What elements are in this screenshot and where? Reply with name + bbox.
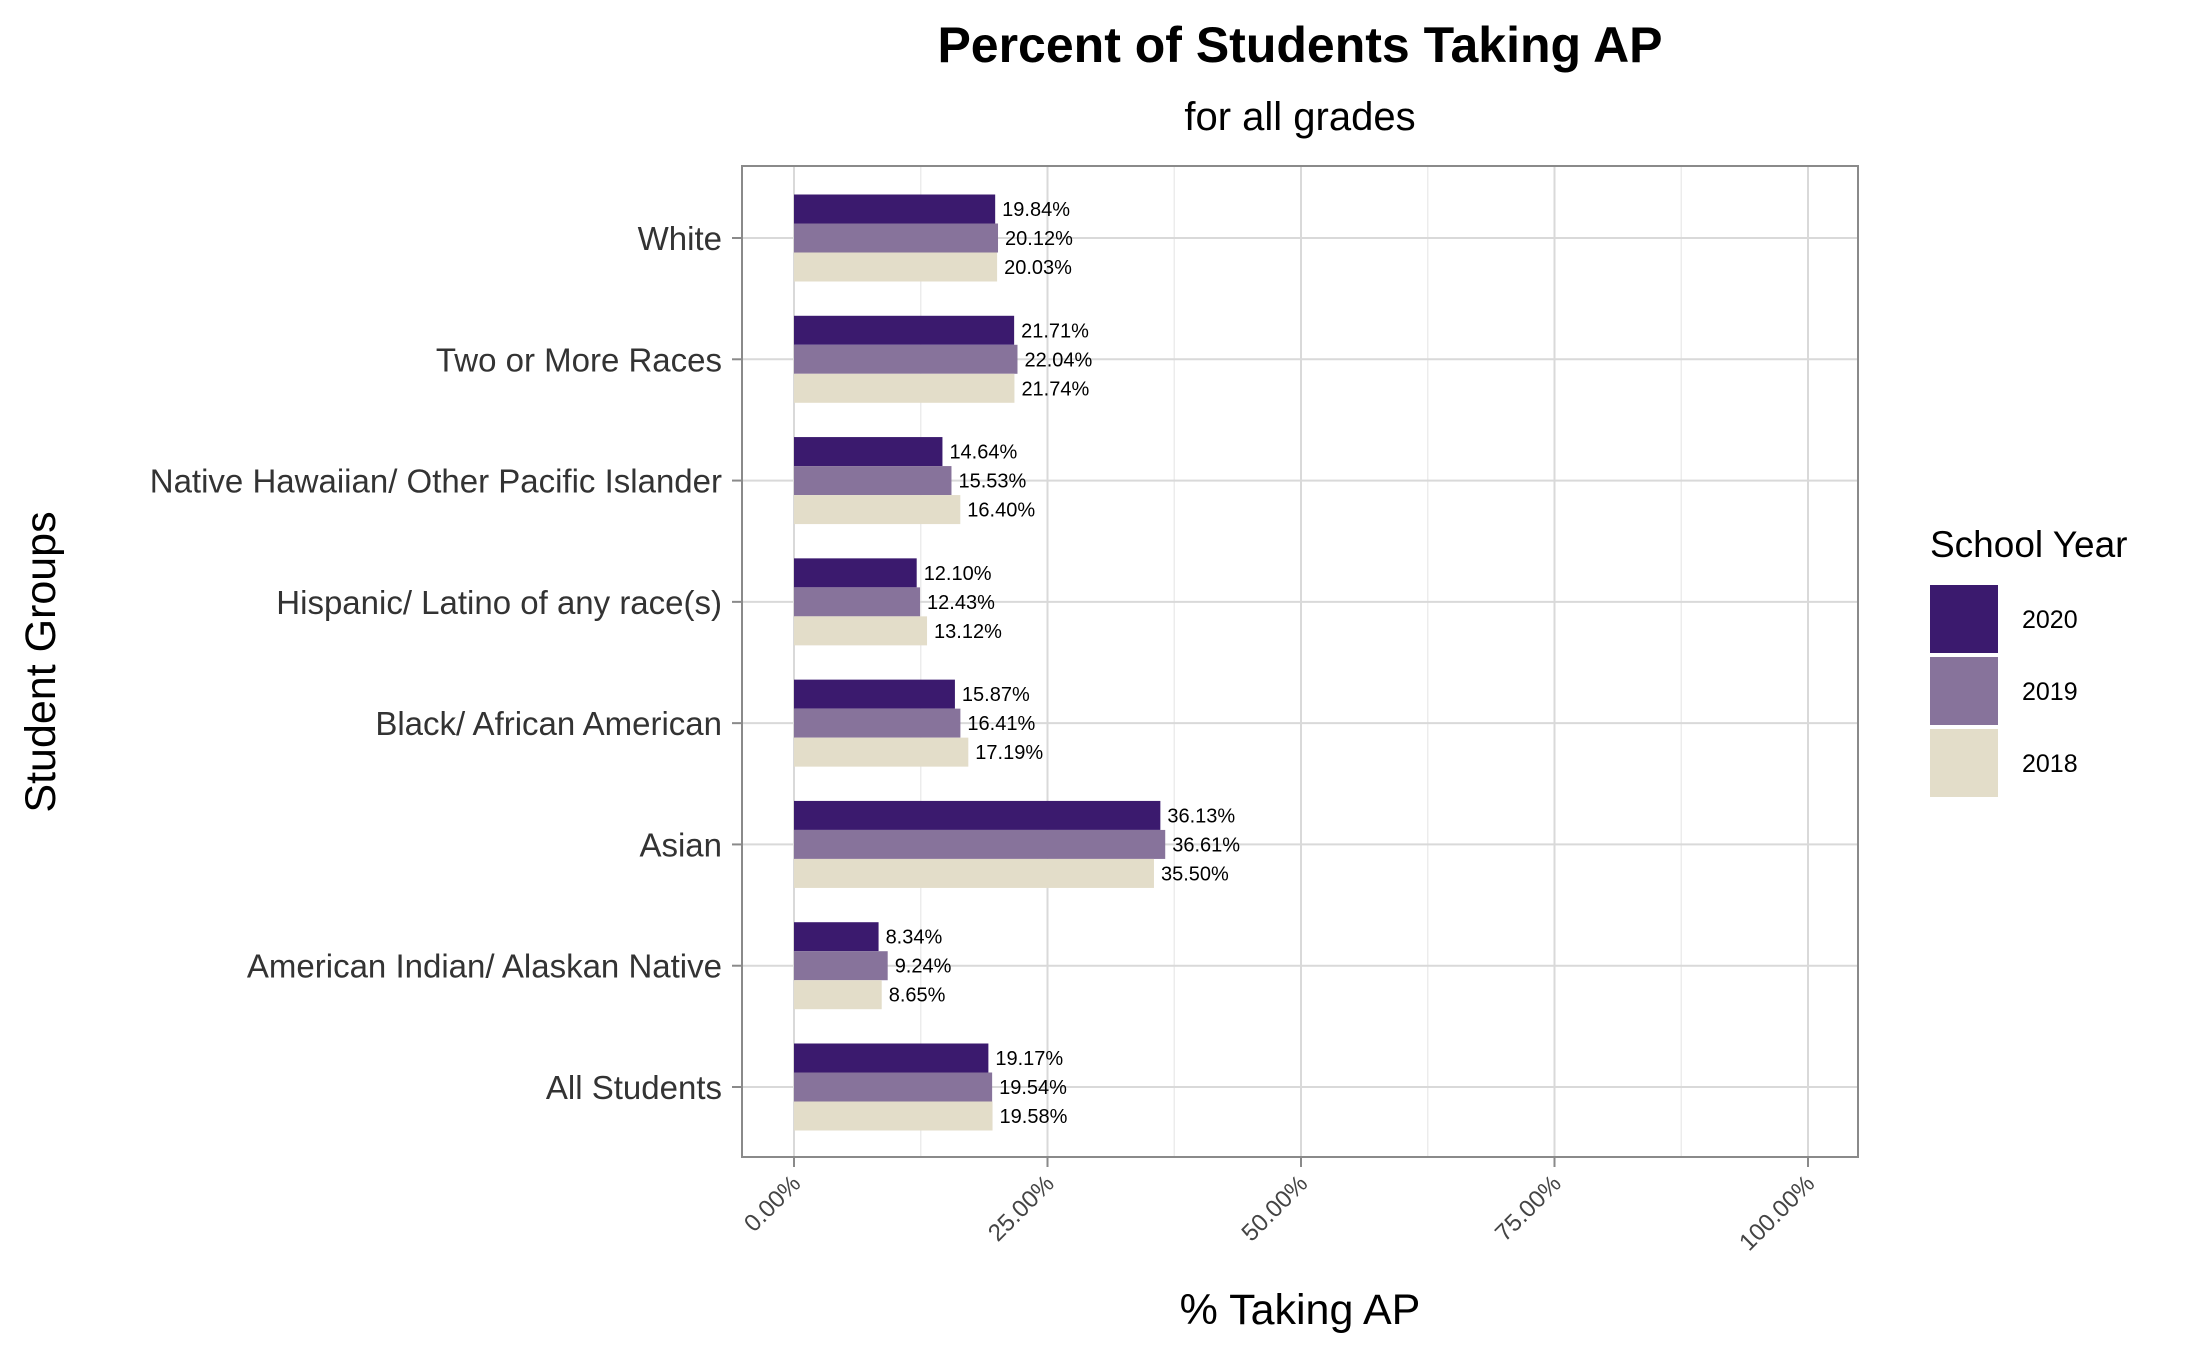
data-label: 20.12% bbox=[1005, 228, 1073, 250]
plot-border bbox=[741, 165, 1859, 1158]
legend-label: 2020 bbox=[2022, 606, 2078, 634]
category-label: American Indian/ Alaskan Native bbox=[247, 948, 722, 985]
bar-2020 bbox=[794, 679, 955, 709]
legend-key-2019 bbox=[1930, 657, 1998, 725]
data-label: 36.13% bbox=[1167, 805, 1235, 827]
bar-2020 bbox=[794, 1043, 989, 1073]
data-label: 8.34% bbox=[886, 927, 943, 949]
bar-2018 bbox=[794, 1101, 993, 1131]
x-tick-label: 75.00% bbox=[1490, 1170, 1567, 1247]
data-label: 21.71% bbox=[1021, 320, 1089, 342]
bar-2019 bbox=[794, 466, 952, 496]
bar-2020 bbox=[794, 194, 996, 224]
grid bbox=[732, 166, 1858, 1157]
bar-2018 bbox=[794, 373, 1015, 403]
category-label: White bbox=[638, 220, 722, 257]
legend: 2020 2019 2018 bbox=[1930, 585, 2078, 797]
data-label: 12.10% bbox=[924, 563, 992, 585]
data-label: 19.58% bbox=[1000, 1106, 1068, 1128]
data-labels: 19.84% 20.12% 20.03% 21.71% 22.04% 21.74% 14.6… bbox=[886, 199, 1241, 1128]
x-tick-label: 0.00% bbox=[739, 1170, 806, 1237]
legend-label: 2019 bbox=[2022, 678, 2078, 706]
category-label: Asian bbox=[639, 826, 722, 863]
data-label: 12.43% bbox=[927, 592, 995, 614]
x-tick-label: 50.00% bbox=[1237, 1170, 1314, 1247]
category-labels: White Two or More Races Native Hawaiian/ O… bbox=[150, 220, 722, 1106]
bar-2020 bbox=[794, 922, 879, 952]
data-label: 8.65% bbox=[889, 985, 946, 1007]
data-label: 22.04% bbox=[1024, 349, 1092, 371]
data-label: 14.64% bbox=[949, 442, 1017, 464]
x-tick-labels: 0.00% 25.00% 50.00% 75.00% 100.00% bbox=[739, 1157, 1820, 1256]
bar-2020 bbox=[794, 437, 943, 467]
data-label: 20.03% bbox=[1004, 257, 1072, 279]
x-tick-label: 100.00% bbox=[1734, 1170, 1820, 1256]
bar-2019 bbox=[794, 708, 961, 738]
bar-2019 bbox=[794, 344, 1018, 374]
category-label: Two or More Races bbox=[436, 341, 722, 378]
bar-2018 bbox=[794, 495, 961, 525]
chart-title: Percent of Students Taking AP bbox=[937, 17, 1662, 73]
data-label: 15.53% bbox=[958, 471, 1026, 493]
bar-2019 bbox=[794, 951, 888, 981]
bar-2018 bbox=[794, 616, 928, 646]
y-axis-title: Student Groups bbox=[17, 511, 65, 812]
x-axis-title: % Taking AP bbox=[1180, 1286, 1421, 1334]
bar-2018 bbox=[794, 980, 882, 1010]
data-label: 17.19% bbox=[975, 742, 1043, 764]
category-label: All Students bbox=[546, 1069, 722, 1106]
bar-2018 bbox=[794, 858, 1154, 888]
data-label: 19.84% bbox=[1002, 199, 1070, 221]
data-label: 16.41% bbox=[967, 713, 1035, 735]
category-label: Black/ African American bbox=[375, 705, 722, 742]
data-label: 19.17% bbox=[995, 1048, 1063, 1070]
bar-2019 bbox=[794, 829, 1166, 859]
data-label: 13.12% bbox=[934, 621, 1002, 643]
bar-2018 bbox=[794, 737, 969, 767]
data-label: 9.24% bbox=[895, 956, 952, 978]
data-label: 21.74% bbox=[1021, 378, 1089, 400]
data-label: 19.54% bbox=[999, 1077, 1067, 1099]
chart-subtitle: for all grades bbox=[1184, 95, 1415, 139]
legend-key-2018 bbox=[1930, 729, 1998, 797]
bar-2019 bbox=[794, 1072, 993, 1102]
category-label: Hispanic/ Latino of any race(s) bbox=[276, 584, 722, 621]
bar-2019 bbox=[794, 587, 921, 617]
legend-key-2020 bbox=[1930, 585, 1998, 653]
data-label: 16.40% bbox=[967, 500, 1035, 522]
data-label: 35.50% bbox=[1161, 863, 1229, 885]
legend-title: School Year bbox=[1930, 524, 2128, 565]
x-tick-label: 25.00% bbox=[983, 1170, 1060, 1247]
bar-2018 bbox=[794, 252, 998, 282]
category-label: Native Hawaiian/ Other Pacific Islander bbox=[150, 463, 722, 500]
data-label: 36.61% bbox=[1172, 834, 1240, 856]
legend-label: 2018 bbox=[2022, 750, 2078, 778]
bar-2020 bbox=[794, 800, 1161, 830]
bar-2019 bbox=[794, 223, 999, 253]
data-label: 15.87% bbox=[962, 684, 1030, 706]
bar-2020 bbox=[794, 558, 917, 588]
bars bbox=[794, 194, 1166, 1131]
bar-2020 bbox=[794, 315, 1015, 345]
